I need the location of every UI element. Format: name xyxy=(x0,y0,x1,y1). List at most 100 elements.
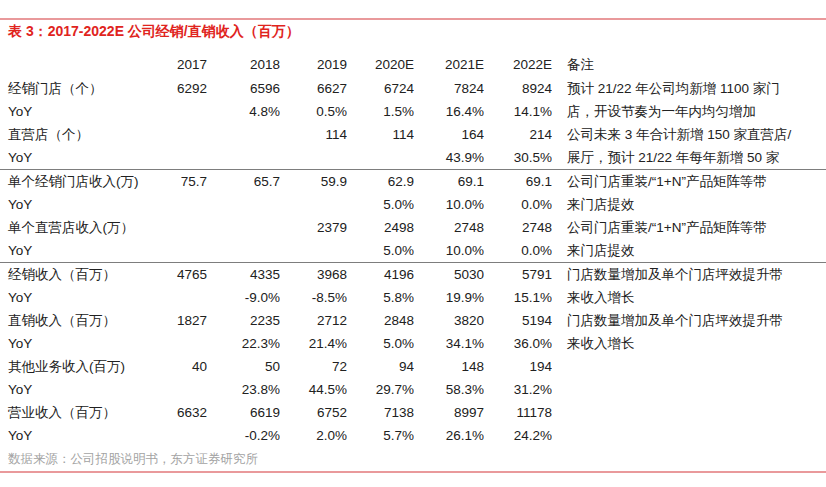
cell-value: 58.3% xyxy=(414,378,484,401)
note-cell: 来收入增长 xyxy=(552,286,826,309)
cell-value: 0.5% xyxy=(280,100,347,123)
cell-value: 15.1% xyxy=(484,286,552,309)
cell-value: 214 xyxy=(484,123,552,146)
row-label: 单个直营店收入(万） xyxy=(0,216,162,239)
row-label: 营业收入（百万） xyxy=(0,401,162,424)
column-header-2021e: 2021E xyxy=(414,52,484,77)
cell-value xyxy=(162,216,207,239)
cell-value xyxy=(280,146,347,170)
cell-value: 1827 xyxy=(162,309,207,332)
row-label: YoY xyxy=(0,286,162,309)
table-row: 经销门店（个）629265966627672478248924预计 21/22 … xyxy=(0,77,826,100)
cell-value: 14.1% xyxy=(484,100,552,123)
cell-value: 30.5% xyxy=(484,146,552,170)
table-header: 2017 2018 2019 2020E 2021E 2022E 备注 xyxy=(0,52,826,77)
cell-value: 5.0% xyxy=(347,332,414,355)
cell-value: 7824 xyxy=(414,77,484,100)
note-cell: 公司门店重装/“1+N”产品矩阵等带 xyxy=(552,216,826,239)
cell-value: 4335 xyxy=(207,263,280,287)
cell-value: 0.0% xyxy=(484,239,552,263)
note-cell: 来门店提效 xyxy=(552,239,826,263)
cell-value: 10.0% xyxy=(414,239,484,263)
row-label: YoY xyxy=(0,424,162,447)
row-label: 经销收入（百万） xyxy=(0,263,162,287)
financial-table: 2017 2018 2019 2020E 2021E 2022E 备注 经销门店… xyxy=(0,52,826,447)
cell-value: 7138 xyxy=(347,401,414,424)
cell-value: 3968 xyxy=(280,263,347,287)
cell-value: 50 xyxy=(207,355,280,378)
column-header-2022e: 2022E xyxy=(484,52,552,77)
cell-value xyxy=(280,193,347,216)
column-header-2020e: 2020E xyxy=(347,52,414,77)
note-cell xyxy=(552,401,826,424)
header-row: 2017 2018 2019 2020E 2021E 2022E 备注 xyxy=(0,52,826,77)
cell-value: 2748 xyxy=(414,216,484,239)
cell-value: 31.2% xyxy=(484,378,552,401)
table-row: YoY4.8%0.5%1.5%16.4%14.1%店，开设节奏为一年内均匀增加 xyxy=(0,100,826,123)
cell-value xyxy=(162,123,207,146)
cell-value: 3820 xyxy=(414,309,484,332)
row-label: YoY xyxy=(0,100,162,123)
cell-value: 5194 xyxy=(484,309,552,332)
cell-value: 0.0% xyxy=(484,193,552,216)
cell-value: 44.5% xyxy=(280,378,347,401)
cell-value: 5030 xyxy=(414,263,484,287)
row-label: 经销门店（个） xyxy=(0,77,162,100)
note-cell: 展厅，预计 21/22 年每年新增 50 家 xyxy=(552,146,826,170)
cell-value xyxy=(162,424,207,447)
note-cell: 门店数量增加及单个门店坪效提升带 xyxy=(552,309,826,332)
cell-value: 2712 xyxy=(280,309,347,332)
cell-value: 2379 xyxy=(280,216,347,239)
row-label: 其他业务收入(百万) xyxy=(0,355,162,378)
cell-value: 69.1 xyxy=(414,170,484,194)
cell-value: 6627 xyxy=(280,77,347,100)
note-cell: 门店数量增加及单个门店坪效提升带 xyxy=(552,263,826,287)
cell-value: 24.2% xyxy=(484,424,552,447)
column-header-notes: 备注 xyxy=(552,52,826,77)
cell-value: 2498 xyxy=(347,216,414,239)
cell-value: 6292 xyxy=(162,77,207,100)
cell-value: 34.1% xyxy=(414,332,484,355)
table-row: YoY22.3%21.4%5.0%34.1%36.0%来收入增长 xyxy=(0,332,826,355)
cell-value: 6724 xyxy=(347,77,414,100)
note-cell xyxy=(552,378,826,401)
row-label: YoY xyxy=(0,239,162,263)
cell-value xyxy=(207,239,280,263)
cell-value: 194 xyxy=(484,355,552,378)
cell-value: 6752 xyxy=(280,401,347,424)
cell-value: 72 xyxy=(280,355,347,378)
bottom-rule xyxy=(0,471,826,473)
cell-value: 36.0% xyxy=(484,332,552,355)
cell-value: 43.9% xyxy=(414,146,484,170)
cell-value xyxy=(162,100,207,123)
row-label: YoY xyxy=(0,378,162,401)
table-row: YoY43.9%30.5%展厅，预计 21/22 年每年新增 50 家 xyxy=(0,146,826,170)
cell-value: -9.0% xyxy=(207,286,280,309)
column-header xyxy=(0,52,162,77)
cell-value: 4196 xyxy=(347,263,414,287)
cell-value: 40 xyxy=(162,355,207,378)
row-label: 直营店（个） xyxy=(0,123,162,146)
table-body: 经销门店（个）629265966627672478248924预计 21/22 … xyxy=(0,77,826,447)
cell-value: 26.1% xyxy=(414,424,484,447)
cell-value: 114 xyxy=(280,123,347,146)
report-table-page: 表 3：2017-2022E 公司经销/直销收入（百万） 2017 2018 2… xyxy=(0,0,826,487)
top-rule xyxy=(0,18,826,20)
cell-value: 65.7 xyxy=(207,170,280,194)
row-label: 单个经销门店收入(万) xyxy=(0,170,162,194)
cell-value: 16.4% xyxy=(414,100,484,123)
cell-value: 4765 xyxy=(162,263,207,287)
note-cell: 公司未来 3 年合计新增 150 家直营店/ xyxy=(552,123,826,146)
cell-value: 148 xyxy=(414,355,484,378)
table-row: YoY23.8%44.5%29.7%58.3%31.2% xyxy=(0,378,826,401)
table-row: 其他业务收入(百万)40507294148194 xyxy=(0,355,826,378)
cell-value xyxy=(162,286,207,309)
cell-value: 29.7% xyxy=(347,378,414,401)
note-cell: 预计 21/22 年公司均新增 1100 家门 xyxy=(552,77,826,100)
cell-value: 62.9 xyxy=(347,170,414,194)
table-row: YoY-9.0%-8.5%5.8%19.9%15.1%来收入增长 xyxy=(0,286,826,309)
cell-value: 1.5% xyxy=(347,100,414,123)
note-cell: 公司门店重装/“1+N”产品矩阵等带 xyxy=(552,170,826,194)
table-row: 单个直营店收入(万）2379249827482748公司门店重装/“1+N”产品… xyxy=(0,216,826,239)
cell-value: 19.9% xyxy=(414,286,484,309)
